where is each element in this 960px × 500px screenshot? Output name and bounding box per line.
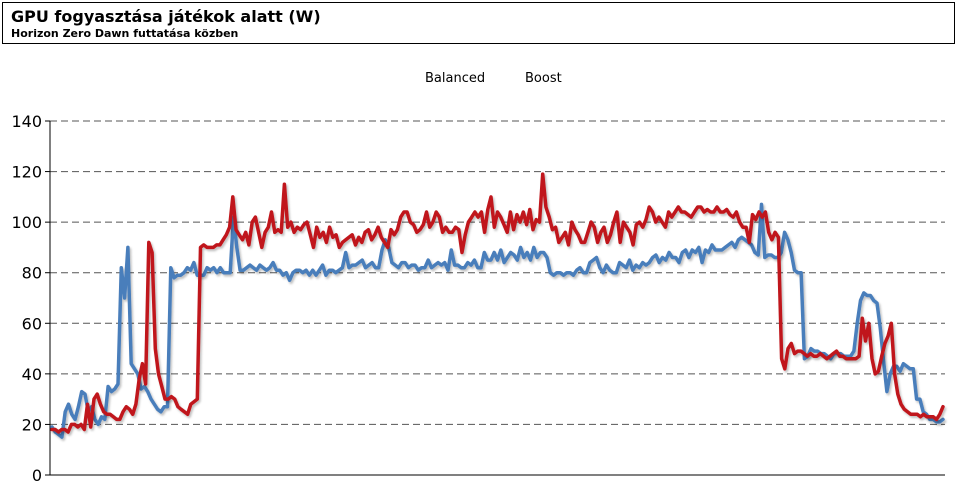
- y-tick-label: 100: [11, 213, 42, 232]
- y-tick-label: 140: [11, 112, 42, 131]
- series-line-balanced: [50, 202, 945, 439]
- chart-header: GPU fogyasztása játékok alatt (W) Horizo…: [2, 2, 955, 44]
- chart-title: GPU fogyasztása játékok alatt (W): [11, 7, 321, 26]
- legend-label-balanced: Balanced: [425, 71, 485, 86]
- y-tick-label: 120: [11, 163, 42, 182]
- y-tick-label: 60: [22, 314, 42, 333]
- y-tick-label: 0: [32, 466, 42, 485]
- y-tick-label: 80: [22, 264, 42, 283]
- legend-label-boost: Boost: [525, 71, 562, 86]
- y-tick-label: 40: [22, 365, 42, 384]
- series-line-boost: [50, 172, 945, 434]
- y-tick-label: 20: [22, 415, 42, 434]
- chart-subtitle: Horizon Zero Dawn futtatása közben: [11, 27, 239, 40]
